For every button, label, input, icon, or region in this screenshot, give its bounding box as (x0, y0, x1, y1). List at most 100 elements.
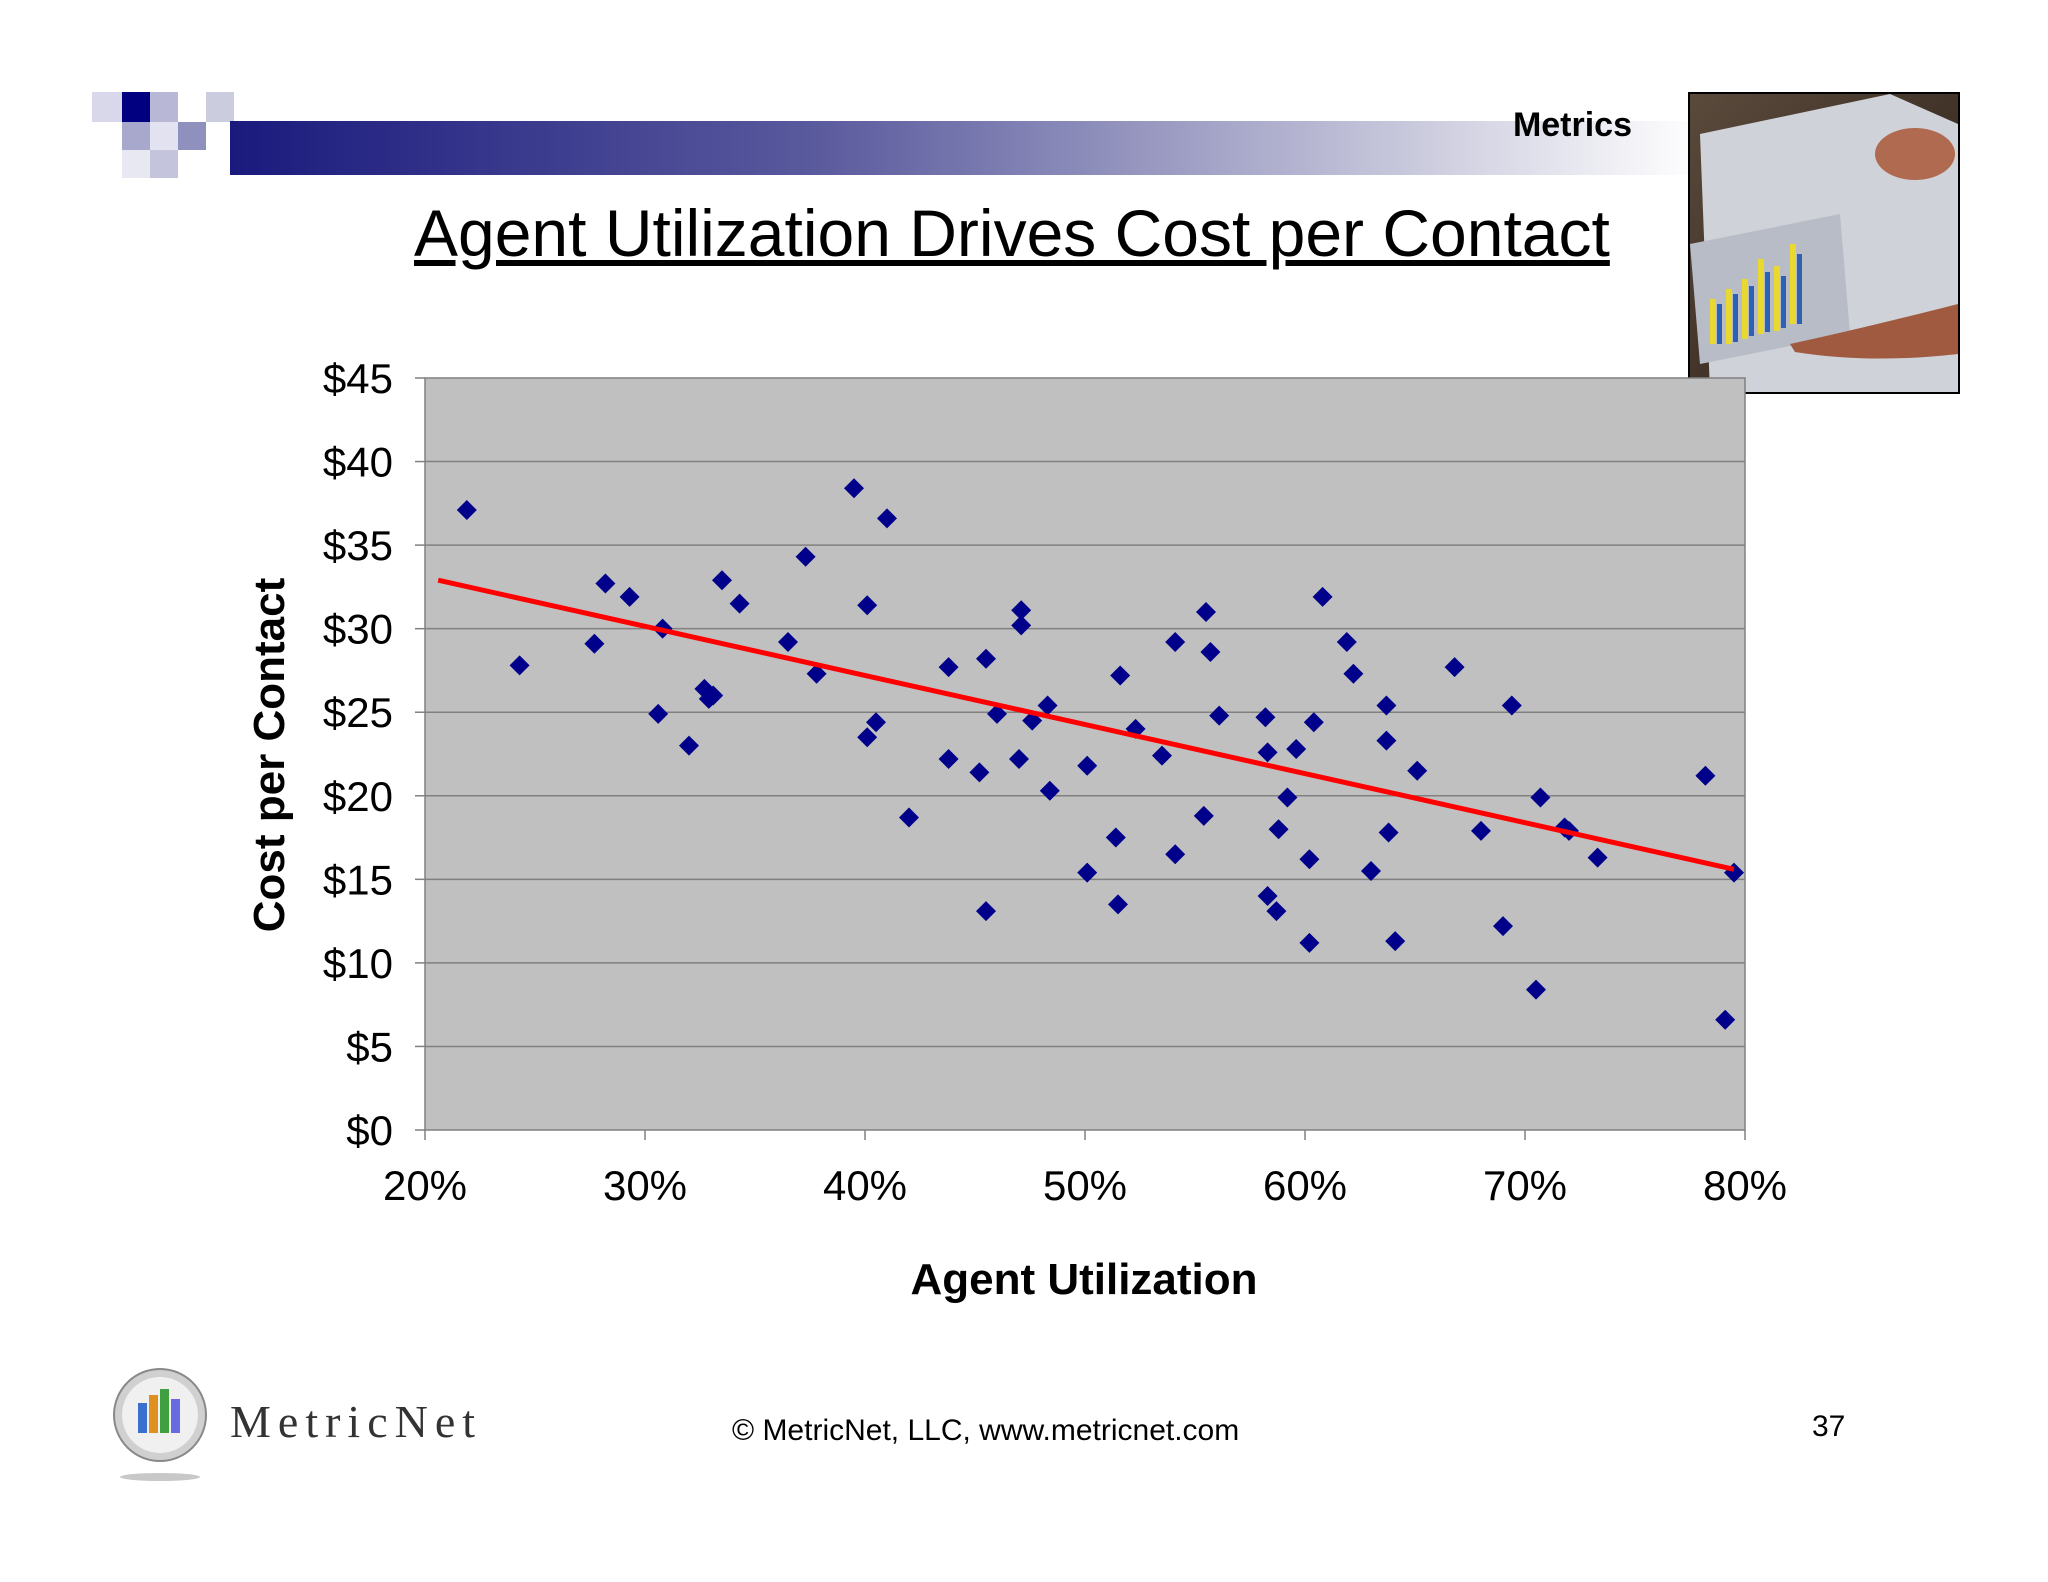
header-logo-squares (92, 92, 234, 178)
slide-title: Agent Utilization Drives Cost per Contac… (414, 196, 1610, 270)
data-point (857, 595, 878, 616)
data-point (976, 648, 996, 669)
x-tick-label: 40% (823, 1162, 907, 1209)
y-tick-label: $10 (323, 940, 393, 987)
y-tick-label: $15 (323, 856, 393, 903)
chart-photo-image (1688, 92, 1960, 394)
data-point (844, 478, 864, 499)
data-point (1299, 849, 1320, 870)
x-tick-label: 60% (1263, 1162, 1347, 1209)
y-tick-label: $45 (323, 355, 393, 402)
header-gradient-bar (230, 121, 1700, 175)
data-point (1266, 901, 1287, 922)
data-point (509, 655, 530, 676)
data-point (712, 570, 732, 591)
data-point (1165, 844, 1186, 865)
data-point (795, 546, 816, 567)
y-tick-label: $25 (323, 689, 393, 736)
y-tick-label: $20 (323, 773, 393, 820)
data-point (1011, 615, 1032, 636)
data-point (1165, 632, 1186, 653)
data-point (648, 703, 669, 724)
x-tick-label: 30% (603, 1162, 687, 1209)
data-point (1039, 780, 1060, 801)
data-point (1303, 712, 1324, 733)
data-point (1312, 586, 1333, 607)
data-point (584, 633, 605, 654)
data-point (1343, 663, 1364, 684)
data-point (1286, 738, 1307, 759)
x-tick-label: 80% (1703, 1162, 1787, 1209)
data-point (1193, 805, 1214, 826)
data-point (1471, 820, 1491, 841)
data-point (1385, 931, 1406, 952)
data-point (806, 663, 827, 684)
data-point (703, 685, 724, 706)
x-tick-label: 70% (1483, 1162, 1567, 1209)
data-point (679, 735, 699, 756)
y-tick-label: $35 (323, 522, 393, 569)
y-tick-label: $5 (346, 1023, 393, 1070)
data-point (1257, 886, 1278, 907)
section-label: Metrics (1512, 106, 1632, 144)
data-point (1009, 749, 1029, 770)
data-point (857, 727, 878, 748)
data-point (1376, 695, 1397, 716)
data-point (1378, 822, 1399, 843)
data-point (1255, 707, 1276, 728)
data-point (1299, 932, 1320, 953)
logo-text: MetricNet (230, 1396, 483, 1447)
data-point (1336, 632, 1357, 653)
data-point (456, 500, 477, 521)
data-point (1011, 600, 1032, 621)
data-point (899, 807, 919, 828)
data-point (1376, 730, 1397, 751)
metricnet-logo-icon (113, 1368, 207, 1481)
data-point (877, 508, 897, 529)
data-point (938, 657, 959, 678)
data-point (1587, 847, 1608, 868)
data-point (1105, 827, 1126, 848)
y-tick-label: $30 (323, 606, 393, 653)
data-point (1361, 860, 1381, 881)
y-tick-label: $0 (346, 1107, 393, 1154)
data-point (729, 593, 750, 614)
data-point (1715, 1009, 1736, 1030)
trend-line (437, 577, 1735, 872)
data-point (969, 762, 990, 783)
y-axis-title: Cost per Contact (245, 577, 294, 933)
data-point (1077, 862, 1098, 883)
data-point (1695, 765, 1716, 786)
x-tick-label: 50% (1043, 1162, 1127, 1209)
data-point (1037, 695, 1058, 716)
copyright-text: © MetricNet, LLC, www.metricnet.com (732, 1414, 1240, 1447)
data-point (1444, 657, 1465, 678)
x-axis-title: Agent Utilization (910, 1255, 1258, 1304)
data-point (938, 749, 959, 770)
data-point (1209, 705, 1230, 726)
data-point (1196, 601, 1216, 622)
data-point (1077, 755, 1098, 776)
data-point (1268, 819, 1289, 840)
data-point (1108, 894, 1128, 915)
data-point (1257, 742, 1278, 763)
data-point (1200, 642, 1221, 663)
data-point (1407, 760, 1428, 781)
data-point (778, 632, 798, 653)
plot-area (424, 377, 1746, 1131)
data-point (595, 573, 616, 594)
data-point (1493, 916, 1513, 937)
page-number: 37 (1812, 1410, 1846, 1443)
data-point (1110, 665, 1131, 686)
data-point (1530, 787, 1551, 808)
data-point (1501, 695, 1522, 716)
data-point (976, 901, 996, 922)
data-point (619, 586, 640, 607)
y-tick-label: $40 (323, 439, 393, 486)
x-tick-label: 20% (383, 1162, 467, 1209)
data-point (866, 712, 886, 733)
data-point (1152, 745, 1172, 766)
data-point (1277, 787, 1298, 808)
data-point (1526, 979, 1546, 1000)
